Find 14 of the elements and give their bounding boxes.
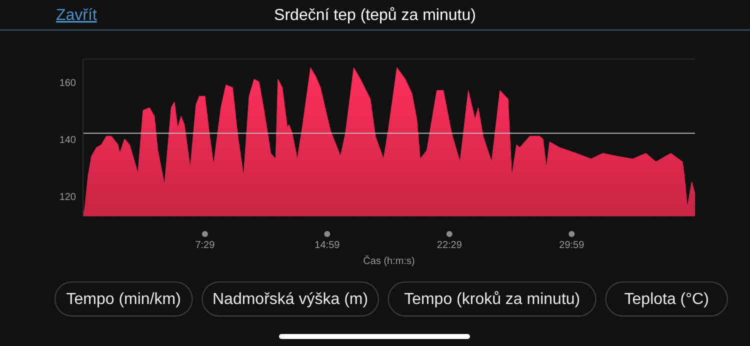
- y-tick-label: 120: [59, 192, 76, 204]
- tab-button: Teplota (°C): [605, 281, 728, 317]
- x-tick-label: 22:29: [436, 240, 462, 251]
- x-tick-label: 14:59: [314, 240, 340, 251]
- text: Zavřít: [56, 7, 98, 24]
- y-tick-label: 140: [59, 134, 76, 146]
- tab-button: Nadmořská výška (m): [202, 281, 379, 317]
- x-tick-label: 29:59: [559, 240, 585, 251]
- x-axis-title: Čas (h:m:s): [363, 255, 415, 267]
- tab-button: Tempo (min/km): [54, 281, 193, 317]
- x-tick-label: 7:29: [195, 240, 216, 251]
- tab-button: Tempo (kroků za minutu): [388, 281, 596, 317]
- y-tick-label: 160: [59, 78, 76, 89]
- chart-title: Srdeční tep (tepů za minutu): [274, 7, 476, 24]
